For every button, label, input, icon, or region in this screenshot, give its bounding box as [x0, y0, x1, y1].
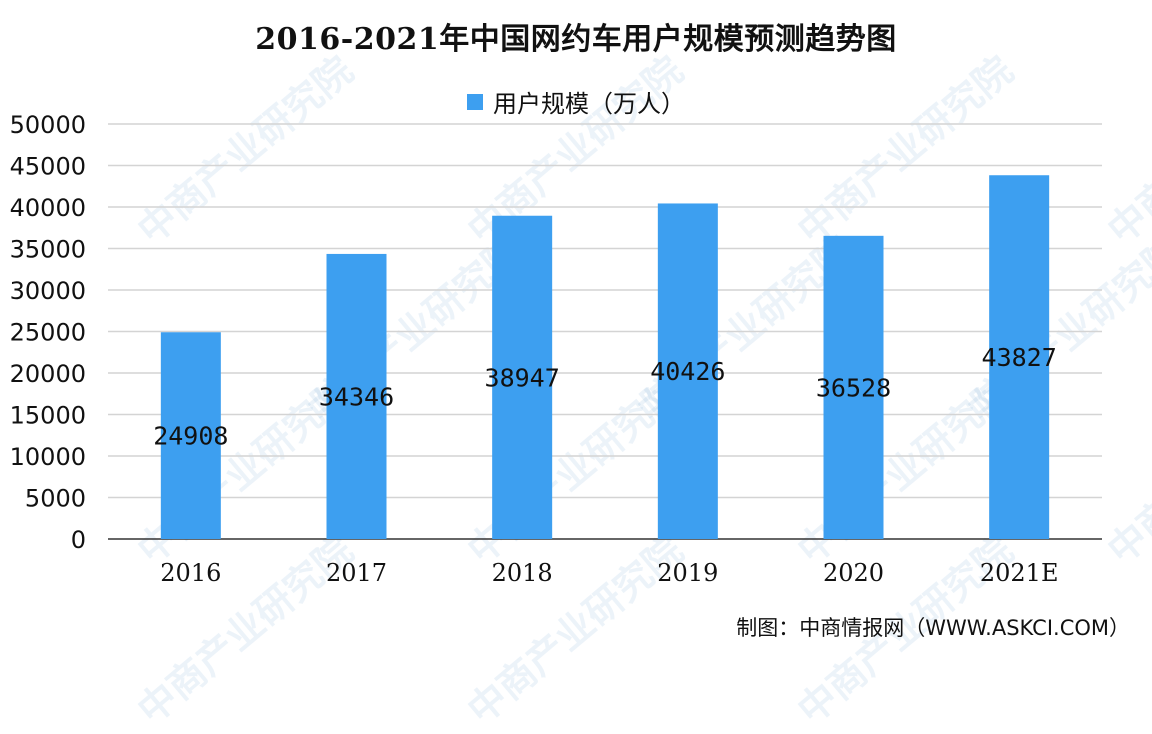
data-label: 38947	[485, 363, 560, 392]
data-label: 34346	[319, 382, 394, 411]
bar-chart: 0 5000 10000 15000 20000 25000 30000 35000 40000…	[10, 111, 1102, 587]
x-tick-label: 2016	[160, 559, 221, 587]
x-axis-ticks: 2016 2017 2018 2019 2020 2021E	[160, 559, 1058, 587]
y-tick-label: 45000	[10, 153, 86, 181]
data-label: 43827	[982, 343, 1057, 372]
data-label: 36528	[816, 373, 891, 402]
bar-2017	[326, 253, 387, 539]
x-tick-label: 2021E	[980, 559, 1059, 587]
y-tick-label: 25000	[10, 319, 86, 347]
data-labels: 24908 34346 38947 40426 36528 43827	[153, 343, 1057, 451]
y-axis-ticks: 0 5000 10000 15000 20000 25000 30000 35000 40000…	[10, 111, 86, 554]
y-tick-label: 40000	[10, 194, 86, 222]
bar-2018	[492, 215, 553, 539]
x-tick-label: 2019	[657, 559, 718, 587]
y-tick-label: 50000	[10, 111, 86, 139]
y-tick-label: 15000	[10, 402, 86, 430]
y-tick-label: 5000	[25, 485, 86, 513]
bar-2019	[657, 203, 718, 539]
x-tick-label: 2018	[492, 559, 553, 587]
chart-title: 2016-2021年中国网约车用户规模预测趋势图	[255, 22, 897, 57]
x-tick-label: 2017	[326, 559, 387, 587]
data-label: 24908	[153, 422, 228, 451]
x-tick-label: 2020	[823, 559, 884, 587]
y-tick-label: 30000	[10, 277, 86, 305]
bar-2021e	[989, 175, 1050, 539]
bar-2016	[160, 332, 221, 539]
gridlines	[108, 123, 1102, 540]
bar-2020	[823, 235, 884, 539]
bars	[160, 175, 1050, 539]
source-note: 制图：中商情报网（WWW.ASKCI.COM）	[736, 616, 1130, 640]
legend-label: 用户规模（万人）	[493, 90, 685, 118]
y-tick-label: 35000	[10, 236, 86, 264]
y-tick-label: 20000	[10, 360, 86, 388]
y-tick-label: 10000	[10, 443, 86, 471]
legend: 用户规模（万人）	[0, 84, 1152, 119]
legend-swatch	[467, 93, 483, 110]
y-tick-label: 0	[71, 526, 86, 554]
data-label: 40426	[650, 357, 725, 386]
